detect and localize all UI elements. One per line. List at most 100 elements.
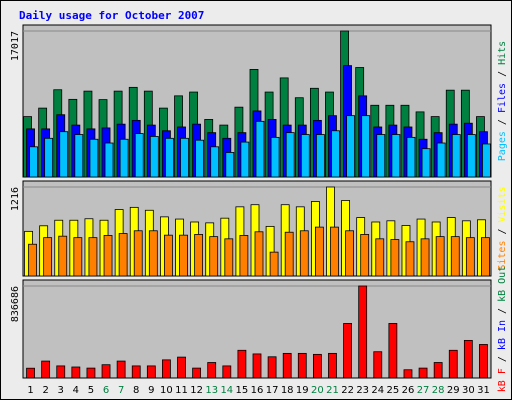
bar-pages-day-29 xyxy=(451,134,461,178)
panel-visits-sites-max-label: 1216 xyxy=(10,187,21,211)
x-tick-day-7: 7 xyxy=(118,385,124,396)
bar-kb-f-day-15 xyxy=(237,349,247,379)
x-tick-day-26: 26 xyxy=(402,385,415,396)
bar-kb-f-day-9 xyxy=(146,365,156,379)
bar-kb-f-day-4 xyxy=(71,366,81,379)
bar-pages-day-23 xyxy=(361,115,371,178)
bar-pages-day-25 xyxy=(391,134,401,178)
x-tick-day-10: 10 xyxy=(160,385,173,396)
bar-pages-day-30 xyxy=(466,134,476,178)
x-tick-day-14: 14 xyxy=(220,385,233,396)
bar-pages-day-13 xyxy=(210,146,220,178)
bar-sites-day-16 xyxy=(254,231,264,277)
x-tick-day-19: 19 xyxy=(296,385,309,396)
x-tick-day-30: 30 xyxy=(462,385,475,396)
x-tick-day-3: 3 xyxy=(58,385,64,396)
bar-kb-f-day-18 xyxy=(282,352,292,379)
bar-sites-day-2 xyxy=(43,237,53,277)
bar-sites-day-11 xyxy=(179,234,188,277)
bar-sites-day-4 xyxy=(73,237,83,277)
bar-pages-day-12 xyxy=(195,139,205,178)
x-tick-day-29: 29 xyxy=(447,385,460,396)
bar-sites-day-1 xyxy=(28,243,37,277)
bar-pages-day-9 xyxy=(149,136,159,178)
bar-pages-day-4 xyxy=(74,134,84,178)
bar-sites-day-20 xyxy=(314,226,324,277)
x-tick-day-11: 11 xyxy=(175,385,188,396)
panel-kbytes-axis-label: kB F / kB In / kB Out xyxy=(497,266,508,392)
x-tick-day-12: 12 xyxy=(190,385,203,396)
bar-kb-f-day-23 xyxy=(358,285,368,379)
bar-kb-f-day-6 xyxy=(101,364,111,379)
x-tick-day-20: 20 xyxy=(311,385,324,396)
x-tick-day-23: 23 xyxy=(356,385,369,396)
bar-kb-f-day-7 xyxy=(116,360,126,379)
x-tick-day-21: 21 xyxy=(326,385,339,396)
bar-kb-f-day-8 xyxy=(131,365,141,379)
bar-sites-day-10 xyxy=(164,234,173,277)
x-tick-day-13: 13 xyxy=(205,385,218,396)
bar-kb-f-day-20 xyxy=(312,353,322,379)
x-axis-day-labels: 1 2 3 4 5 6 7 8 9 10 11 12 13 14 15 16 17 18 19 20 21 22 23 24 2… xyxy=(27,385,489,396)
bar-sites-day-15 xyxy=(239,235,249,277)
bar-sites-day-7 xyxy=(118,233,128,277)
bar-pages-day-8 xyxy=(134,133,144,178)
bar-pages-day-18 xyxy=(285,132,295,178)
bar-pages-day-21 xyxy=(331,130,340,178)
bar-kb-f-day-25 xyxy=(388,323,398,379)
bar-kb-f-day-14 xyxy=(222,365,232,379)
bar-kb-f-day-21 xyxy=(328,352,337,379)
x-tick-day-6: 6 xyxy=(103,385,109,396)
bar-kb-f-day-3 xyxy=(56,365,66,379)
bar-sites-day-13 xyxy=(209,236,219,277)
bar-kb-f-day-11 xyxy=(177,356,186,379)
panel-hits-files-pages-axis-label: Pages / Files / Hits xyxy=(497,41,508,161)
bar-pages-day-24 xyxy=(376,134,386,178)
bar-sites-day-30 xyxy=(465,237,475,277)
bar-kb-f-day-17 xyxy=(267,356,277,379)
bar-sites-day-26 xyxy=(405,241,415,277)
bar-pages-day-31 xyxy=(482,143,491,178)
bar-sites-day-12 xyxy=(194,234,204,277)
panel-visits-sites-axis-label: Sites / Visits xyxy=(497,186,508,270)
bar-kb-f-day-22 xyxy=(343,323,352,379)
bar-sites-day-9 xyxy=(148,230,158,277)
bar-sites-day-19 xyxy=(299,230,309,277)
bar-pages-day-3 xyxy=(59,131,69,178)
bar-sites-day-17 xyxy=(269,251,279,277)
bar-sites-day-28 xyxy=(435,236,445,277)
bar-kb-f-day-30 xyxy=(463,339,473,379)
bar-kb-f-day-12 xyxy=(192,367,202,379)
chart-panels: 17017 Pages / Files / Hits 1216 Sites / Vis… xyxy=(10,24,508,392)
bar-kb-f-day-27 xyxy=(418,367,428,379)
bar-sites-day-5 xyxy=(88,237,98,277)
x-tick-day-25: 25 xyxy=(387,385,400,396)
bar-pages-day-17 xyxy=(270,136,280,178)
x-tick-day-28: 28 xyxy=(432,385,445,396)
bar-kb-f-day-2 xyxy=(41,360,51,379)
bar-pages-day-22 xyxy=(346,115,355,178)
x-tick-day-22: 22 xyxy=(341,385,354,396)
bar-pages-day-20 xyxy=(315,134,325,178)
chart-title: Daily usage for October 2007 xyxy=(19,9,204,22)
bar-pages-day-10 xyxy=(165,137,174,178)
bar-kb-f-day-28 xyxy=(433,362,443,379)
bar-pages-day-28 xyxy=(436,142,446,178)
bar-sites-day-25 xyxy=(390,239,400,277)
bar-pages-day-16 xyxy=(255,120,265,178)
x-tick-day-15: 15 xyxy=(236,385,249,396)
bar-pages-day-26 xyxy=(406,136,416,178)
x-tick-day-31: 31 xyxy=(477,385,490,396)
bar-kb-f-day-16 xyxy=(252,353,262,379)
bar-sites-day-3 xyxy=(58,235,68,277)
bar-kb-f-day-13 xyxy=(207,362,217,379)
bar-sites-day-29 xyxy=(450,236,460,277)
bar-pages-day-7 xyxy=(119,138,129,178)
bar-sites-day-6 xyxy=(103,235,113,277)
x-tick-day-2: 2 xyxy=(42,385,48,396)
bar-kb-f-day-31 xyxy=(479,344,488,379)
bar-sites-day-14 xyxy=(224,238,234,277)
x-tick-day-17: 17 xyxy=(266,385,279,396)
bar-sites-day-21 xyxy=(330,226,339,277)
